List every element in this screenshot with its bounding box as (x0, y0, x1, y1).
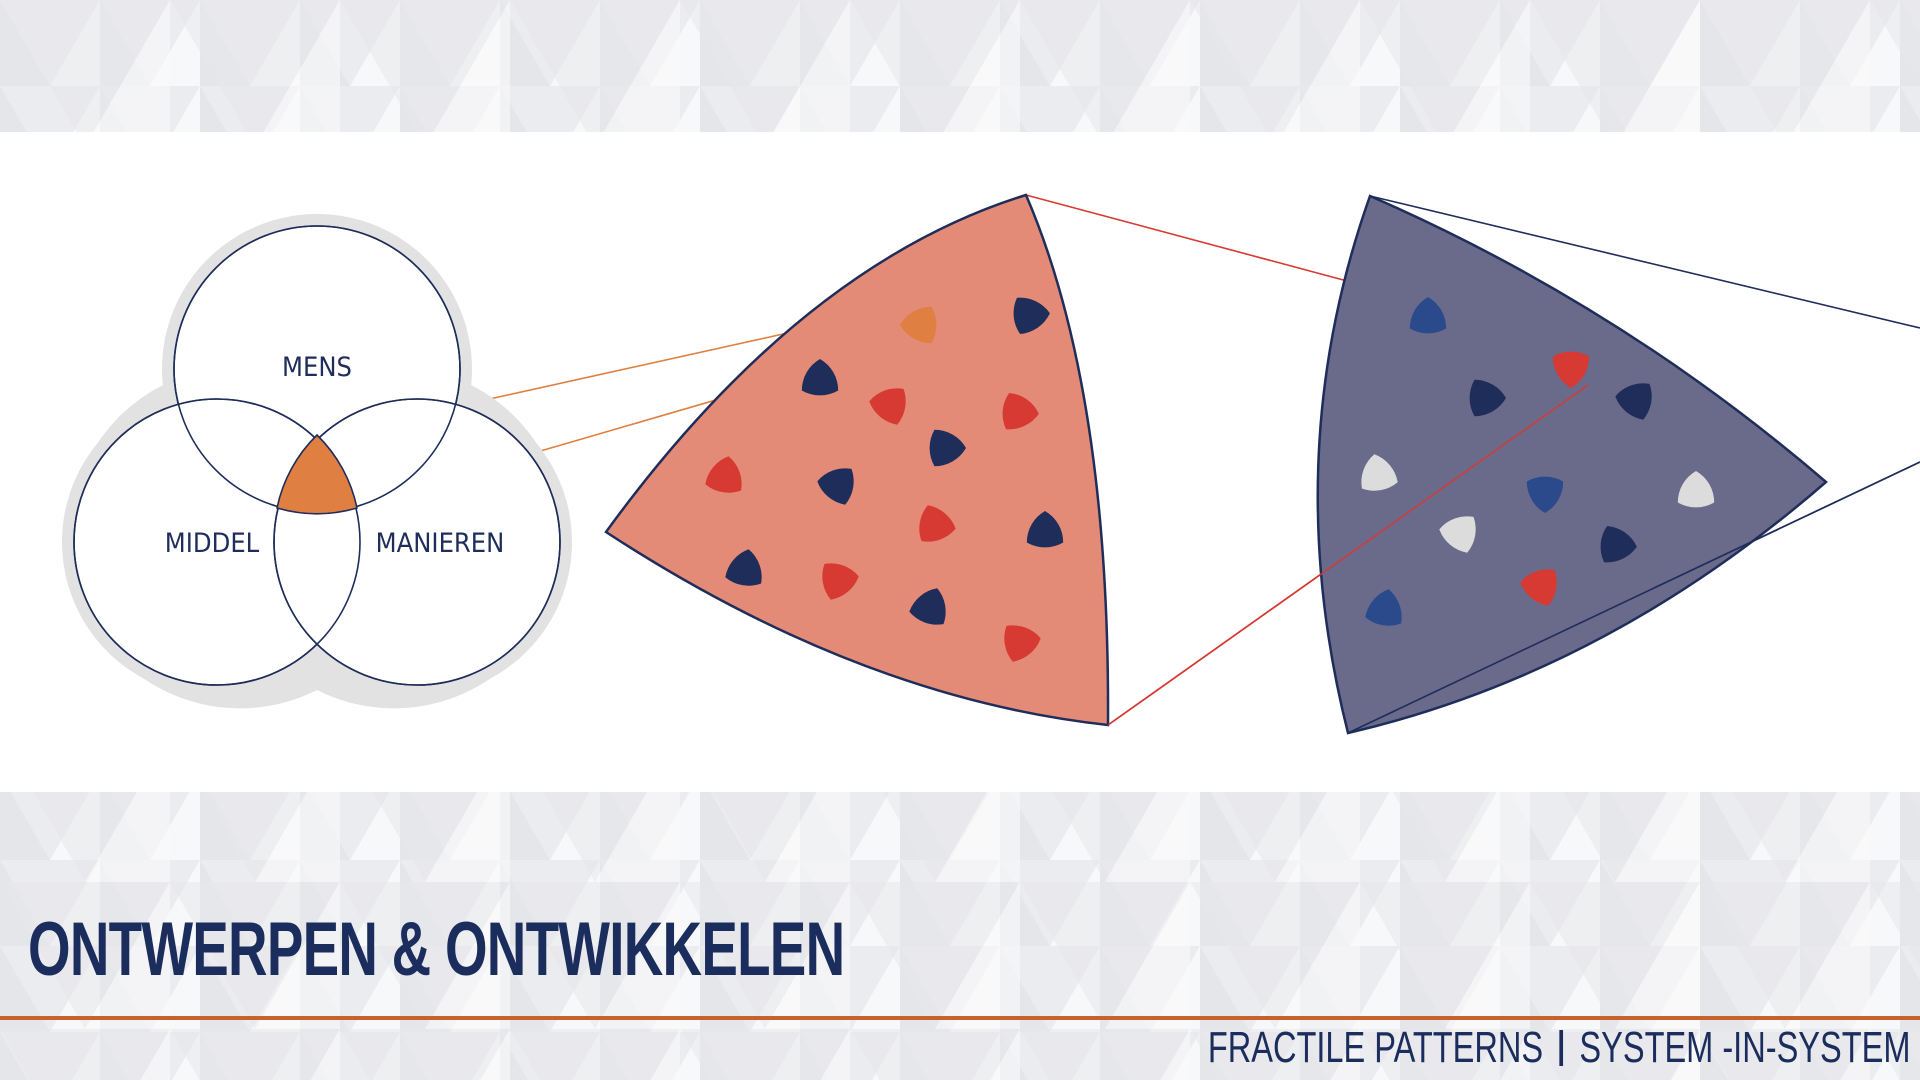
top-pattern-band (0, 0, 1920, 132)
connector-slate-top (1369, 195, 1920, 329)
salmon-triangle (604, 193, 1110, 727)
venn-label-mens: MENS (282, 352, 352, 383)
mini-triangle-mark (822, 563, 859, 600)
mini-triangle-mark (1013, 297, 1050, 334)
mini-triangle-mark (929, 429, 966, 467)
mini-triangle-mark (1615, 383, 1652, 420)
mini-triangle-mark (1677, 471, 1715, 508)
mini-triangle-mark (801, 359, 839, 396)
mini-triangle-mark (1469, 379, 1506, 417)
mini-triangle-mark (909, 588, 946, 625)
mini-triangle-mark (900, 306, 937, 344)
venn-label-middel: MIDDEL (165, 528, 260, 559)
venn-label-manieren: MANIEREN (376, 528, 505, 559)
footer-rule (0, 1016, 1920, 1020)
slate-triangle (1316, 194, 1828, 735)
footer-tag-fractile: FRACTILE PATTERNS (1207, 1023, 1543, 1072)
salmon-triangle-group (604, 193, 1110, 727)
mini-triangle-mark (1365, 589, 1402, 626)
mini-triangle-mark (1026, 511, 1064, 548)
slate-triangle-marks (1361, 297, 1715, 626)
mini-triangle-mark (817, 468, 854, 505)
footer-tag-system: SYSTEM -IN-SYSTEM (1578, 1023, 1910, 1072)
mini-triangle-mark (705, 456, 742, 493)
mini-triangle-mark (1552, 351, 1590, 388)
mini-triangle-mark (919, 505, 956, 542)
venn-center-intersection (276, 433, 358, 515)
mini-triangle-mark (1439, 516, 1476, 553)
mini-triangle-mark (1409, 297, 1447, 334)
footer-separator (1558, 1030, 1563, 1066)
salmon-triangle-marks (705, 297, 1064, 662)
overlay-connectors (1107, 384, 1920, 734)
mini-triangle-mark (1520, 569, 1557, 606)
mini-triangle-mark (725, 549, 762, 586)
bottom-pattern-band (0, 792, 1920, 1080)
mini-triangle-mark (1600, 526, 1637, 563)
mini-triangle-mark (1002, 393, 1039, 430)
mini-triangle-mark (869, 388, 906, 425)
mini-triangle-mark (1526, 476, 1564, 513)
page-title: ONTWERPEN & ONTWIKKELEN (28, 907, 845, 992)
mini-triangle-mark (1361, 454, 1398, 491)
venn-diagram: MENS MIDDEL MANIEREN (62, 214, 572, 709)
footer-tags: FRACTILE PATTERNS SYSTEM -IN-SYSTEM (1207, 1026, 1910, 1070)
slate-triangle-group (1316, 194, 1828, 735)
mini-triangle-mark (1004, 625, 1041, 662)
